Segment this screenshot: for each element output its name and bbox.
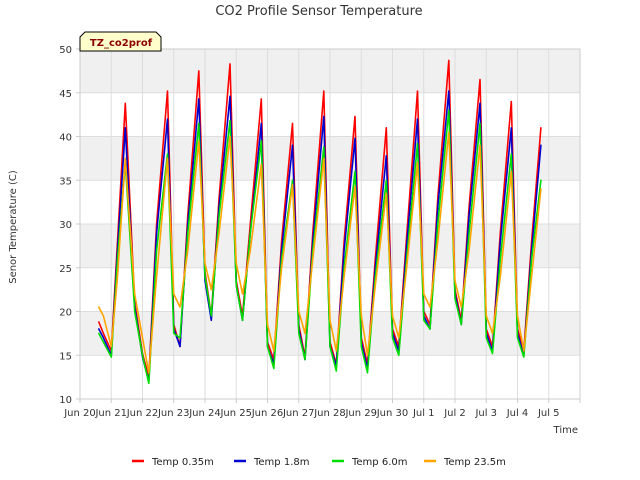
x-tick-label: Jun 24 [188, 408, 221, 419]
y-tick-label: 35 [59, 176, 72, 187]
y-tick-label: 15 [59, 351, 72, 362]
x-tick-label: Jun 23 [157, 408, 190, 419]
y-tick-label: 40 [59, 133, 72, 144]
x-tick-label: Jun 20 [63, 408, 96, 419]
y-tick-label: 20 [59, 308, 72, 319]
x-tick-label: Jun 22 [126, 408, 159, 419]
legend-label: Temp 23.5m [443, 457, 506, 468]
x-tick-label: Jun 25 [219, 408, 252, 419]
x-tick-label: Jul 2 [443, 408, 466, 419]
y-tick-label: 50 [59, 45, 72, 56]
x-tick-label: Jun 26 [251, 408, 284, 419]
y-axis-title: Senor Temperature (C) [8, 170, 19, 284]
legend-label: Temp 1.8m [253, 457, 309, 468]
y-tick-label: 25 [59, 264, 72, 275]
series-lines [98, 59, 542, 385]
legend: Temp 0.35m Temp 1.8m Temp 6.0m Temp 23.5m [132, 457, 506, 468]
y-tick-label: 45 [59, 89, 72, 100]
x-tick-label: Jun 30 [376, 408, 409, 419]
x-tick-label: Jul 4 [506, 408, 529, 419]
x-tick-label: Jul 3 [474, 408, 497, 419]
legend-label: Temp 6.0m [351, 457, 407, 468]
y-tick-label: 30 [59, 220, 72, 231]
x-tick-label: Jul 5 [537, 408, 560, 419]
series-line-4 [98, 131, 542, 374]
chart-title: CO2 Profile Sensor Temperature [215, 4, 422, 19]
x-tick-label: Jun 21 [94, 408, 127, 419]
y-tick-label: 10 [59, 395, 72, 406]
sensor-tag-label: TZ_co2prof [90, 38, 153, 49]
x-tick-label: Jun 28 [313, 408, 346, 419]
x-axis-ticks: Jun 20 Jun 21 Jun 22 Jun 23 Jun 24 Jun 25 Jun … [63, 399, 581, 419]
x-tick-label: Jul 1 [412, 408, 435, 419]
x-tick-label: Jun 27 [282, 408, 315, 419]
sensor-tag: TZ_co2prof [79, 31, 162, 52]
sensor-tag-box [79, 31, 162, 52]
x-tick-label: Jun 29 [344, 408, 377, 419]
legend-label: Temp 0.35m [151, 457, 214, 468]
x-axis-title: Time [553, 425, 578, 436]
y-axis-ticks: 10 15 20 25 30 35 40 45 50 [59, 45, 80, 406]
